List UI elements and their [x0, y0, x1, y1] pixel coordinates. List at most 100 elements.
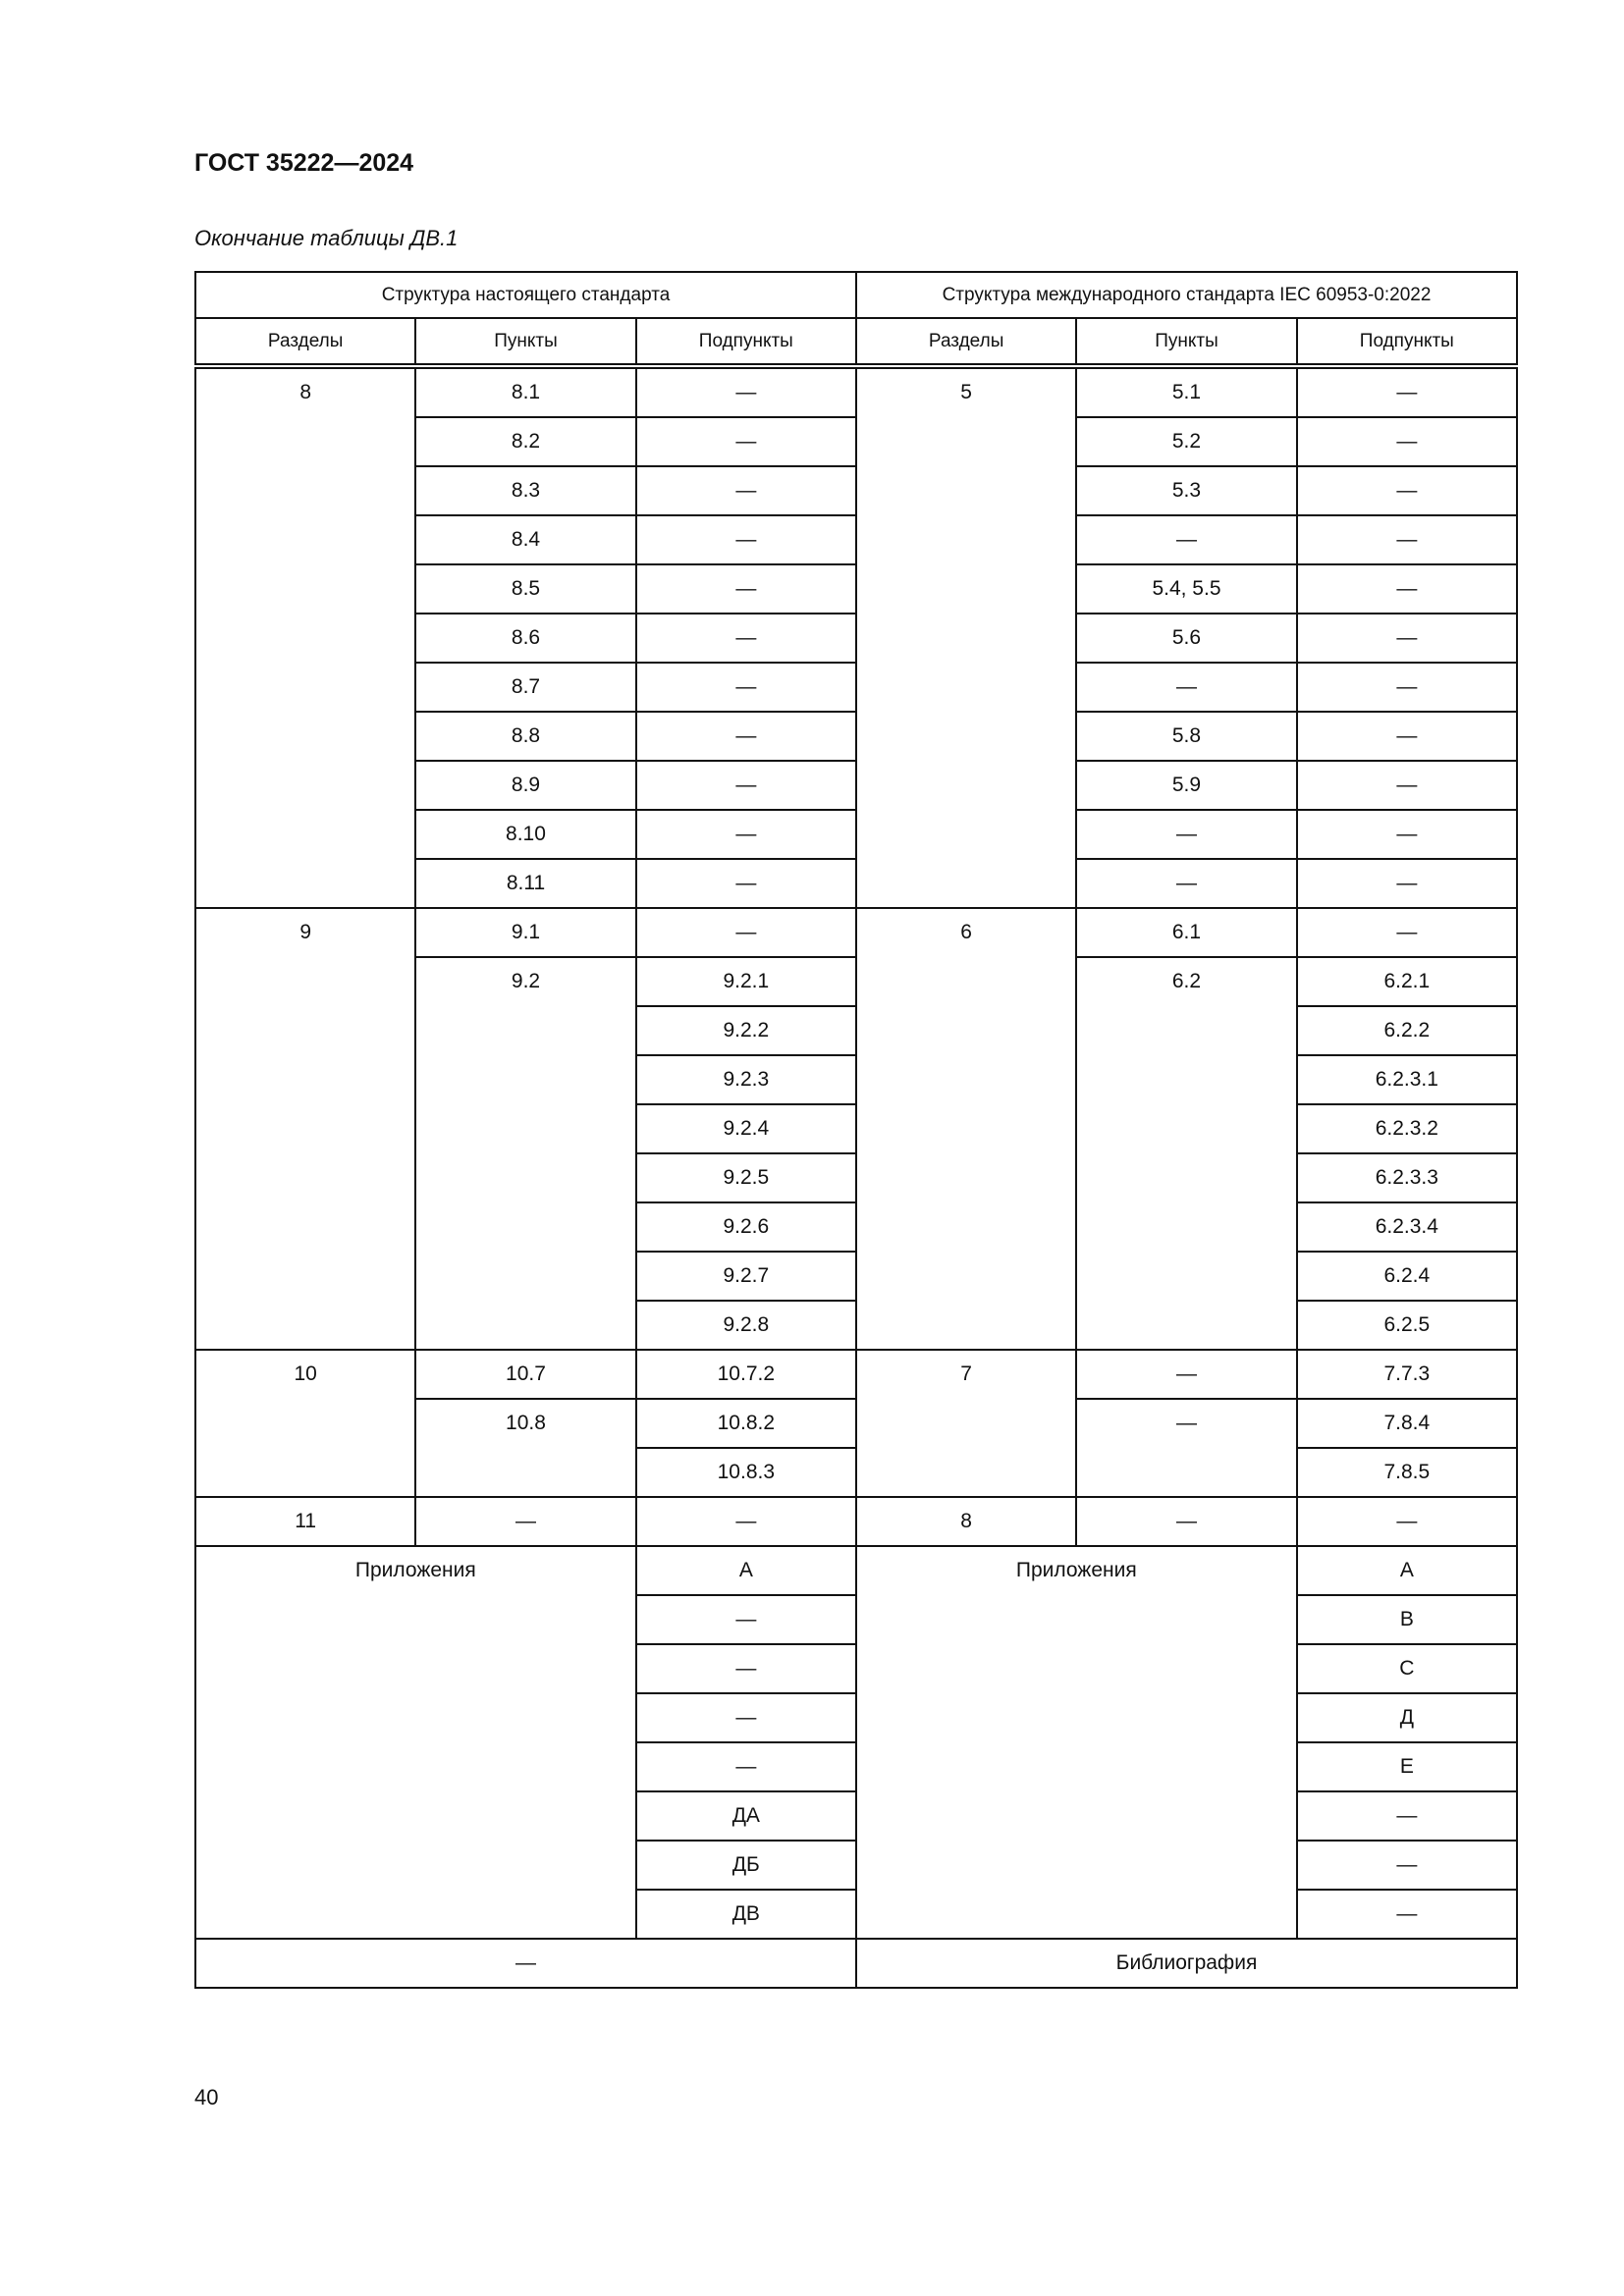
- table-cell: 5.3: [1075, 465, 1298, 516]
- table-row: 8.4— — —: [195, 514, 1519, 565]
- table-cell: 6.2.4: [1295, 1251, 1519, 1302]
- table-cell: 9: [193, 907, 417, 1351]
- table-cell: 10: [193, 1349, 417, 1498]
- table-cell: 6.2.3.1: [1295, 1054, 1519, 1105]
- table-cell: —: [1295, 1790, 1519, 1842]
- group-header-row: Структура настоящего стандарта Структура …: [194, 271, 1519, 319]
- table-row: 10.8.3 7.8.5: [195, 1447, 1519, 1498]
- table-row: 9.2.4 6.2.3.2: [195, 1103, 1519, 1154]
- table-cell: 7: [854, 1349, 1078, 1498]
- table-row: 8.11— — —: [195, 858, 1519, 909]
- table-cell: 5.2: [1075, 416, 1298, 467]
- table-cell: Библиография: [854, 1938, 1519, 1989]
- table-row: 8.7— — —: [195, 662, 1519, 713]
- table-cell: —: [634, 1741, 857, 1792]
- table-cell: 6.2.5: [1295, 1300, 1519, 1351]
- table-cell: Приложения: [854, 1545, 1298, 1940]
- table-row: — B: [195, 1594, 1519, 1645]
- table-cell: —: [1295, 711, 1519, 762]
- table-cell: —: [1075, 1349, 1298, 1400]
- table-cell: 5.9: [1075, 760, 1298, 811]
- table-cell: —: [634, 760, 857, 811]
- table-row: 10 10.7 10.7.2 7—7.7.3: [193, 1349, 1519, 1498]
- table-cell: 8.8: [414, 711, 637, 762]
- table-cell: —: [1295, 365, 1519, 418]
- table-cell: 9.2: [414, 956, 637, 1351]
- table-cell: —: [1295, 563, 1519, 614]
- table-cell: —: [1295, 858, 1519, 909]
- table-cell: —: [1295, 662, 1519, 713]
- table-body: 8 8.1—5 5.1—8.2—5.2—8.3—5.3—8.4— — —8.5—5.4,…: [193, 365, 1519, 1989]
- table-cell: 6.1: [1075, 907, 1298, 958]
- table-cell: 8.2: [414, 416, 637, 467]
- table-cell: 8.9: [414, 760, 637, 811]
- table-cell: 5.6: [1075, 613, 1298, 664]
- table-cell: 10.8: [414, 1398, 637, 1498]
- table-cell: 9.2.5: [634, 1152, 857, 1203]
- table-cell: 6.2.3.4: [1295, 1201, 1519, 1253]
- table-cell: —: [414, 1496, 637, 1547]
- table-row: ДВ —: [195, 1889, 1519, 1940]
- table-cell: ДВ: [634, 1889, 857, 1940]
- table-cell: 9.1: [414, 907, 637, 958]
- table-cell: —: [1075, 662, 1298, 713]
- table-cell: —: [1295, 809, 1519, 860]
- table-row: 8.10— — —: [195, 809, 1519, 860]
- table-row: 8.2—5.2—: [195, 416, 1519, 467]
- table-cell: —: [1075, 809, 1298, 860]
- table-cell: —: [1295, 465, 1519, 516]
- table-cell: 9.2.4: [634, 1103, 857, 1154]
- table-cell: 10.7.2: [634, 1349, 857, 1400]
- table-cell: 9.2.6: [634, 1201, 857, 1253]
- table-cell: —: [1295, 416, 1519, 467]
- table-row: 8.9—5.9—: [195, 760, 1519, 811]
- table-cell: 7.8.4: [1295, 1398, 1519, 1449]
- table-row: 9.2.5 6.2.3.3: [195, 1152, 1519, 1203]
- table-cell: 6.2: [1075, 956, 1298, 1351]
- table-row: 8.6—5.6—: [195, 613, 1519, 664]
- column-header: Разделы: [193, 317, 417, 369]
- table-row: 8.5—5.4, 5.5—: [195, 563, 1519, 614]
- table-cell: 9.2.8: [634, 1300, 857, 1351]
- table-cell: E: [1295, 1741, 1519, 1792]
- table-cell: —: [1075, 514, 1298, 565]
- column-header-row: Разделы Пункты Подпункты Разделы Пункты Подпу…: [193, 317, 1519, 369]
- table-cell: 6.2.3.2: [1295, 1103, 1519, 1154]
- table-cell: 8.6: [414, 613, 637, 664]
- table-row: 8.3—5.3—: [195, 465, 1519, 516]
- table-cell: B: [1295, 1594, 1519, 1645]
- table-row: ДА —: [195, 1790, 1519, 1842]
- table-cell: ДБ: [634, 1840, 857, 1891]
- table-cell: —: [1075, 858, 1298, 909]
- table-cell: 7.8.5: [1295, 1447, 1519, 1498]
- table-cell: 8: [193, 365, 417, 909]
- table-cell: —: [634, 858, 857, 909]
- table-cell: —: [1295, 613, 1519, 664]
- table-cell: —: [634, 1594, 857, 1645]
- table-cell: 8.5: [414, 563, 637, 614]
- table-cell: —: [194, 1938, 857, 1989]
- table-cell: 6.2.3.3: [1295, 1152, 1519, 1203]
- table-row: 10.8 10.8.2 —7.8.4: [195, 1398, 1519, 1498]
- column-header: Подпункты: [634, 317, 857, 369]
- table-cell: —: [1295, 1889, 1519, 1940]
- table-cell: —: [1295, 514, 1519, 565]
- table-cell: —: [634, 809, 857, 860]
- column-header: Подпункты: [1295, 317, 1519, 369]
- table-cell: 5: [854, 365, 1078, 909]
- table-cell: 9.2.1: [634, 956, 857, 1007]
- table-cell: —: [634, 711, 857, 762]
- table-row: 9 9.1—6 6.1—: [193, 907, 1519, 1351]
- table-cell: —: [634, 563, 857, 614]
- table-cell: 5.4, 5.5: [1075, 563, 1298, 614]
- table-row: 9.2 9.2.1 6.2 6.2.1: [195, 956, 1519, 1351]
- table-cell: —: [1295, 1840, 1519, 1891]
- table-cell: 8.4: [414, 514, 637, 565]
- table-cell: 5.8: [1075, 711, 1298, 762]
- table-cell: 6.2.2: [1295, 1005, 1519, 1056]
- table-cell: 11: [193, 1496, 417, 1547]
- table-cell: А: [1295, 1545, 1519, 1596]
- table-row: — C: [195, 1643, 1519, 1694]
- table-cell: —: [634, 1643, 857, 1694]
- table-row: — Д: [195, 1692, 1519, 1743]
